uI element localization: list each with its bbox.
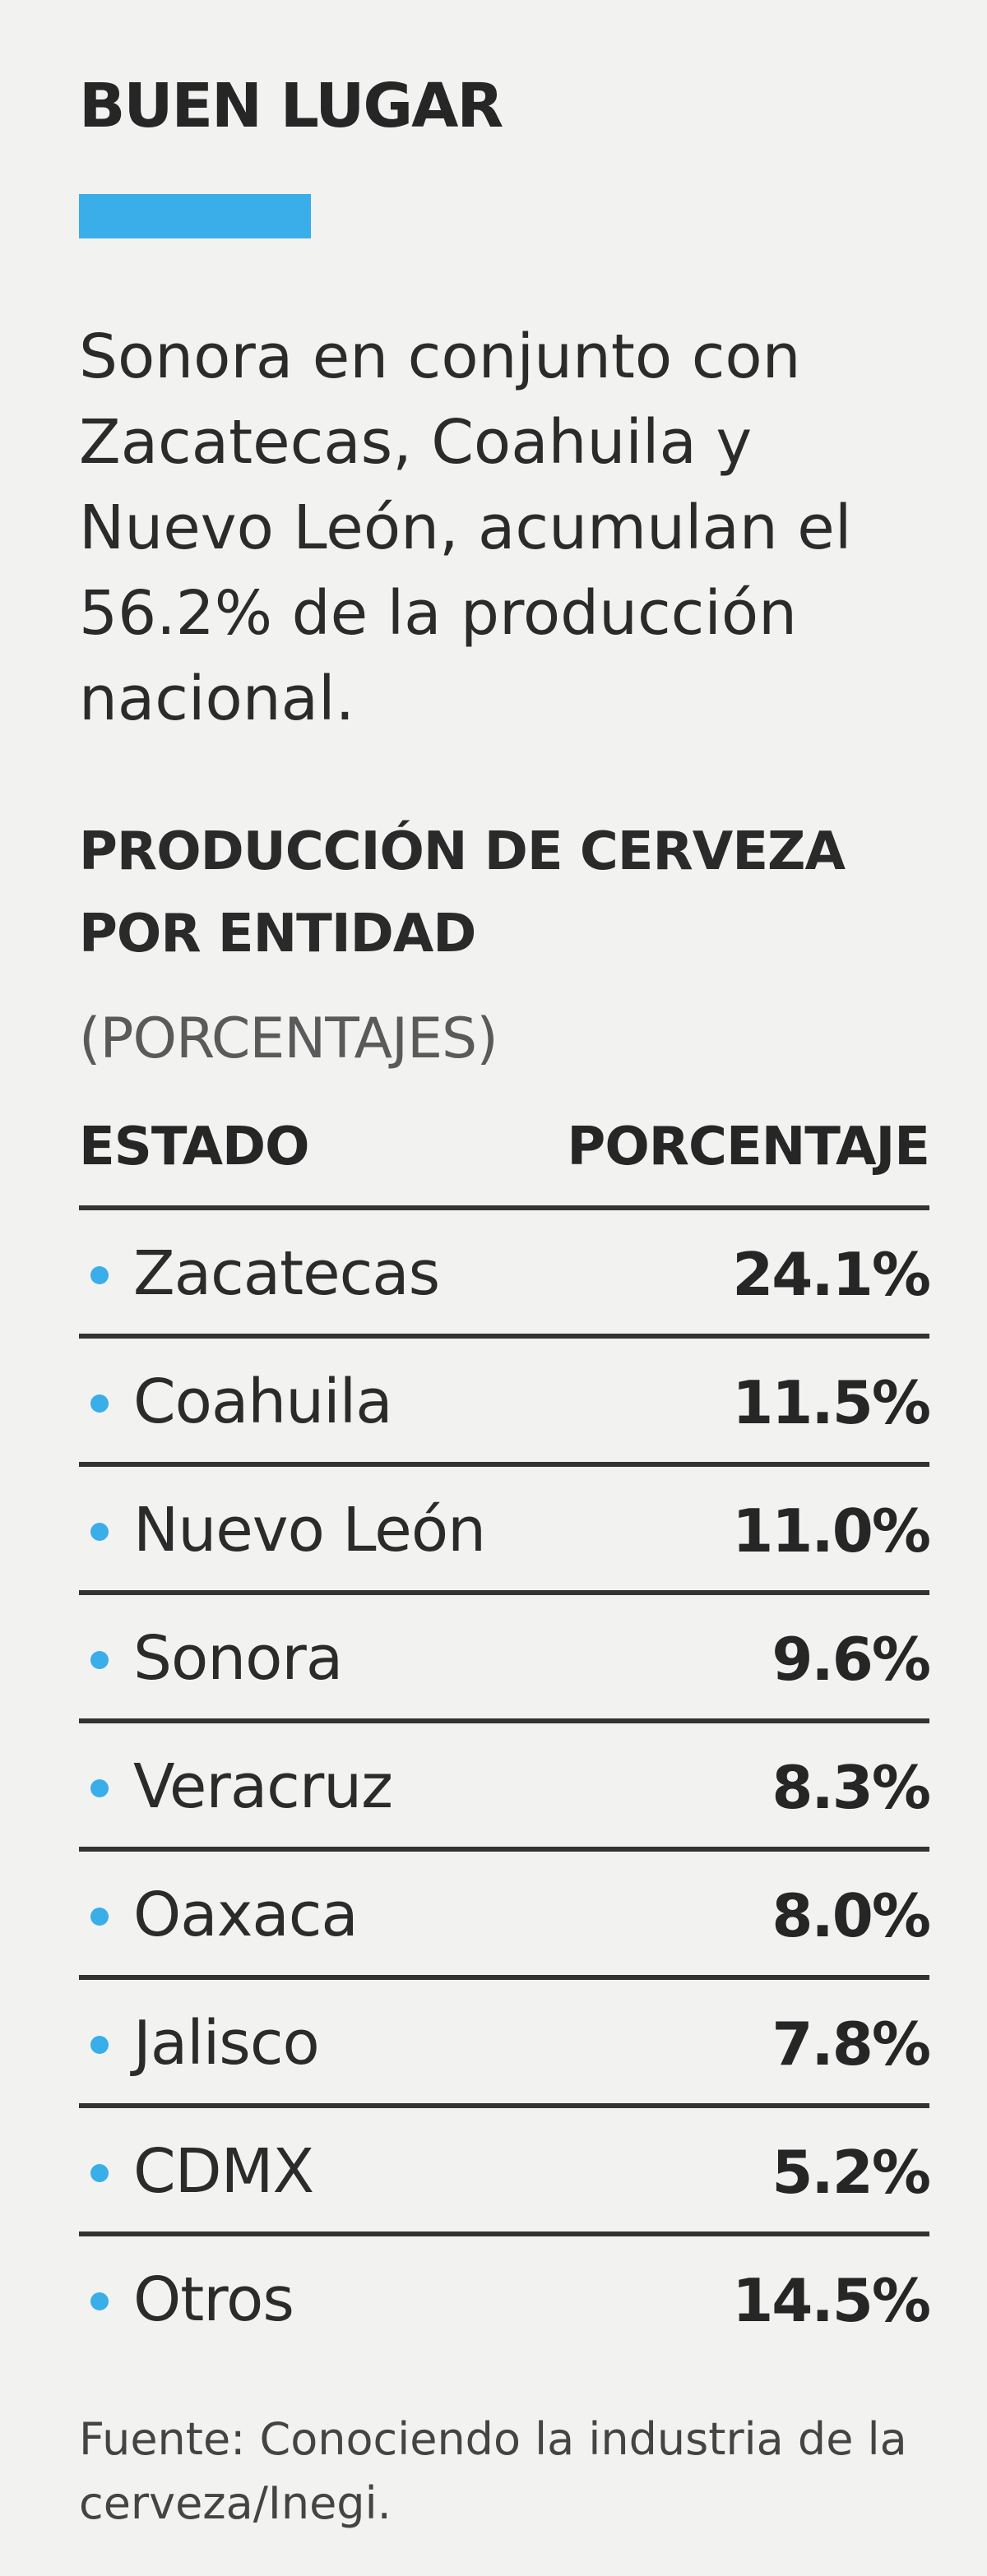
summary-text: Sonora en conjunto con Zacatecas, Coahui… (79, 321, 852, 734)
production-table: Zacatecas 24.1% Coahuila 11.5% Nuevo León 11.… (79, 1205, 931, 2360)
state-name: Nuevo León (133, 1495, 486, 1565)
table-row: Coahuila 11.5% (79, 1334, 931, 1462)
bullet-icon (90, 1523, 109, 1541)
state-name: Zacatecas (133, 1238, 440, 1309)
bullet-icon (90, 1651, 109, 1669)
table-row: Oaxaca 8.0% (79, 1847, 931, 1975)
column-header-percentage: PORCENTAJE (567, 1117, 930, 1177)
bullet-icon (90, 2164, 109, 2182)
source-note: Fuente: Conociendo la industria de la ce… (79, 2413, 907, 2529)
percentage-value: 24.1% (732, 1240, 931, 1309)
table-title: PRODUCCIÓN DE CERVEZA POR ENTIDAD (79, 821, 846, 964)
bullet-icon (90, 2292, 109, 2310)
table-row: Jalisco 7.8% (79, 1975, 931, 2103)
state-name: Veracruz (133, 1751, 393, 1822)
column-headers: ESTADO PORCENTAJE (79, 1117, 930, 1177)
bullet-icon (90, 1908, 109, 1926)
table-row: Veracruz 8.3% (79, 1718, 931, 1847)
table-subtitle: (PORCENTAJES) (79, 1006, 498, 1071)
state-name: Otros (133, 2264, 294, 2335)
table-row: Nuevo León 11.0% (79, 1462, 931, 1590)
state-name: CDMX (133, 2136, 314, 2207)
bullet-icon (90, 2036, 109, 2054)
kicker-title: BUEN LUGAR (79, 71, 503, 141)
state-name: Oaxaca (133, 1880, 359, 1950)
table-row: Zacatecas 24.1% (79, 1205, 931, 1334)
state-name: Coahuila (133, 1367, 393, 1437)
percentage-value: 8.0% (772, 1881, 931, 1950)
accent-bar (79, 194, 311, 238)
column-header-state: ESTADO (79, 1117, 310, 1177)
bullet-icon (90, 1266, 109, 1284)
table-row: CDMX 5.2% (79, 2103, 931, 2231)
percentage-value: 11.5% (732, 1368, 931, 1437)
percentage-value: 9.6% (772, 1625, 931, 1694)
percentage-value: 7.8% (772, 2009, 931, 2079)
state-name: Jalisco (133, 2008, 320, 2079)
bullet-icon (90, 1394, 109, 1413)
percentage-value: 8.3% (772, 1753, 931, 1822)
table-row: Otros 14.5% (79, 2231, 931, 2360)
percentage-value: 14.5% (732, 2266, 931, 2335)
bullet-icon (90, 1779, 109, 1797)
percentage-value: 11.0% (732, 1496, 931, 1565)
table-row: Sonora 9.6% (79, 1590, 931, 1718)
state-name: Sonora (133, 1623, 343, 1694)
percentage-value: 5.2% (772, 2138, 931, 2207)
